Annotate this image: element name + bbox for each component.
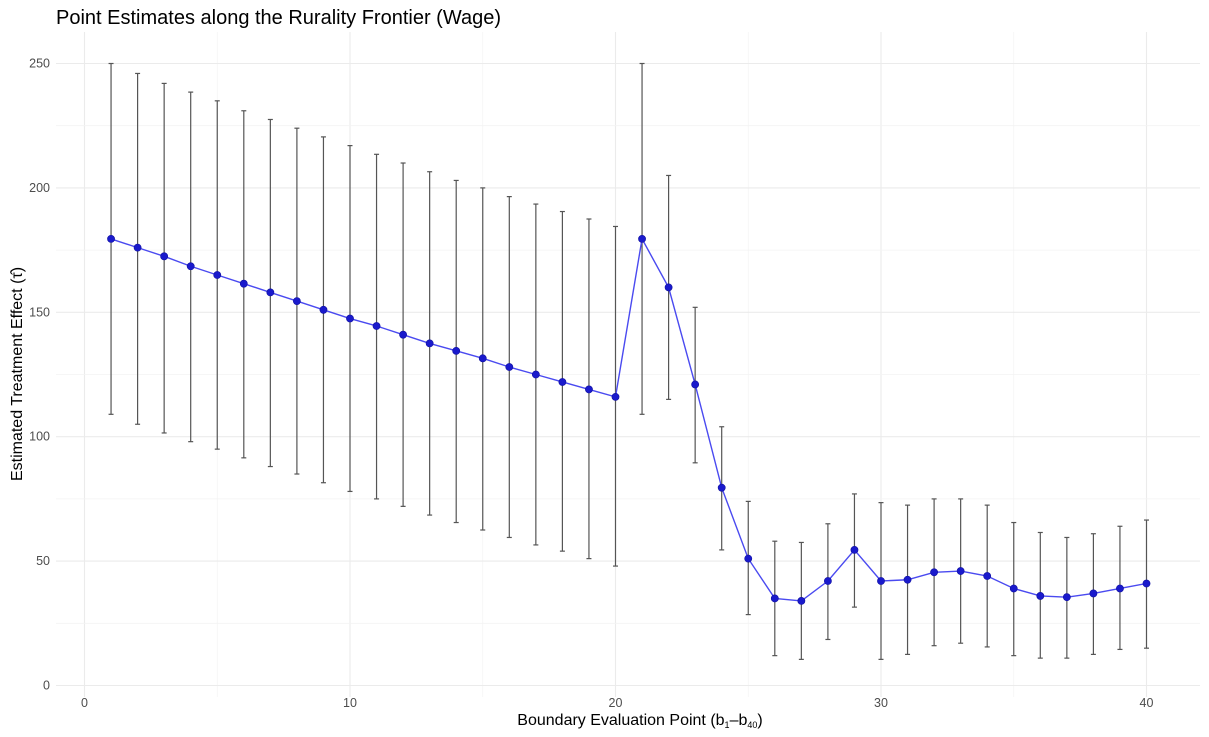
data-point — [930, 568, 938, 577]
y-tick-label: 50 — [36, 554, 50, 568]
data-point — [133, 243, 142, 252]
data-point — [292, 297, 301, 306]
data-point — [266, 288, 275, 297]
data-point — [319, 305, 328, 314]
data-point — [452, 346, 461, 355]
grid — [56, 32, 1200, 697]
data-point — [797, 597, 806, 605]
x-tick-label: 20 — [609, 696, 623, 710]
data-point — [186, 262, 195, 271]
data-point — [903, 575, 912, 584]
y-tick-label: 150 — [29, 305, 50, 319]
data-point — [850, 546, 859, 554]
data-point — [717, 483, 726, 492]
data-point — [213, 271, 222, 279]
data-point — [1089, 589, 1098, 598]
x-tick-label: 0 — [81, 696, 88, 710]
data-point — [664, 283, 673, 292]
data-point — [744, 554, 753, 563]
x-axis-title: Boundary Evaluation Point (b1–b40) — [517, 712, 762, 730]
chart-title: Point Estimates along the Rurality Front… — [56, 7, 501, 29]
data-point — [558, 378, 567, 386]
data-point — [239, 279, 248, 288]
data-point — [1142, 579, 1151, 588]
y-axis-title: Estimated Treatment Effect (τ̂) — [9, 267, 26, 481]
x-tick-label: 30 — [874, 696, 888, 710]
data-point — [478, 354, 487, 363]
data-point — [983, 572, 992, 580]
data-point — [611, 392, 620, 401]
data-point — [638, 235, 646, 243]
error-bars — [108, 62, 1149, 660]
points — [107, 235, 1151, 605]
data-point — [107, 235, 115, 243]
series-line — [110, 236, 1147, 602]
y-tick-label: 0 — [43, 679, 50, 693]
data-point — [691, 380, 700, 389]
data-point — [1036, 592, 1045, 600]
data-point — [531, 370, 540, 379]
data-point — [956, 567, 965, 575]
data-point — [160, 252, 169, 261]
data-point — [824, 577, 832, 585]
data-point — [770, 594, 779, 603]
data-point — [505, 363, 514, 371]
data-point — [585, 385, 593, 394]
x-tick-labels: 0 10 20 30 40 — [81, 696, 1153, 710]
data-point — [346, 314, 354, 323]
x-tick-label: 10 — [343, 696, 357, 710]
y-tick-label: 250 — [29, 57, 50, 71]
data-point — [1009, 584, 1018, 593]
data-point — [425, 339, 434, 348]
y-tick-labels: 0 50 100 150 200 250 — [29, 57, 50, 693]
data-point — [877, 577, 885, 585]
x-tick-label: 40 — [1140, 696, 1154, 710]
data-point — [399, 330, 407, 339]
y-tick-label: 100 — [29, 430, 50, 444]
data-point — [1062, 593, 1071, 602]
y-tick-label: 200 — [29, 181, 50, 195]
data-point — [372, 322, 381, 330]
data-point — [1116, 584, 1124, 593]
